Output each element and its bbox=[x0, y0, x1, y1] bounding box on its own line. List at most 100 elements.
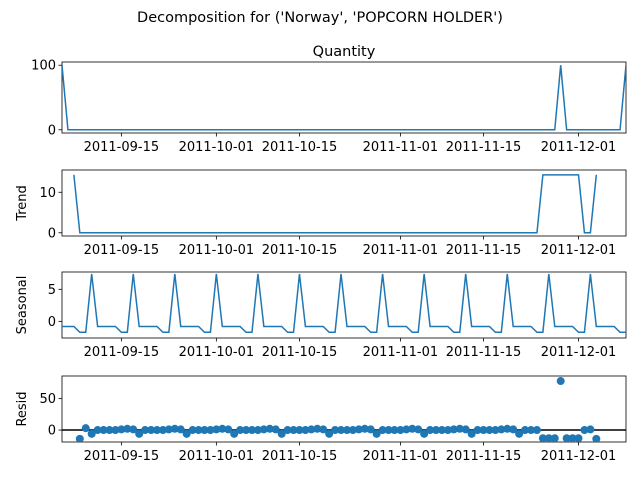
y-tick-label-observed: 0 bbox=[48, 123, 56, 138]
resid-point bbox=[396, 426, 405, 435]
resid-point bbox=[265, 424, 274, 433]
resid-point bbox=[87, 429, 96, 438]
resid-point bbox=[449, 425, 458, 434]
panel-observed: Quantity 0 100 2011-09-15 2011-10-01 2011-10-… bbox=[31, 44, 627, 155]
resid-point bbox=[75, 434, 84, 442]
resid-point bbox=[384, 426, 393, 435]
y-tick-label-seasonal: 5 bbox=[48, 283, 56, 298]
resid-point bbox=[509, 425, 518, 434]
resid-point bbox=[342, 426, 351, 435]
y-tick-label-observed: 100 bbox=[31, 59, 56, 74]
resid-point bbox=[212, 425, 221, 434]
x-tick-label-seasonal: 2011-11-01 bbox=[363, 345, 439, 360]
resid-point bbox=[247, 426, 256, 435]
resid-point bbox=[200, 426, 209, 435]
resid-point bbox=[242, 426, 251, 435]
resid-point bbox=[259, 425, 268, 434]
y-tick-label-seasonal: 0 bbox=[48, 315, 56, 330]
resid-point bbox=[479, 426, 488, 435]
resid-point bbox=[550, 434, 559, 442]
resid-point bbox=[437, 426, 446, 435]
figure-suptitle: Decomposition for ('Norway', 'POPCORN HO… bbox=[137, 10, 503, 26]
resid-point bbox=[544, 434, 553, 442]
plot-area-seasonal bbox=[62, 273, 626, 333]
resid-point bbox=[497, 425, 506, 434]
resid-point bbox=[319, 425, 328, 434]
resid-point bbox=[188, 426, 197, 435]
resid-point bbox=[360, 424, 369, 433]
resid-point bbox=[348, 426, 357, 435]
x-tick-label-trend: 2011-10-01 bbox=[179, 243, 255, 258]
resid-point bbox=[170, 424, 179, 433]
resid-point bbox=[562, 434, 571, 442]
resid-point bbox=[372, 429, 381, 438]
resid-point bbox=[432, 426, 441, 435]
resid-point bbox=[408, 424, 417, 433]
resid-point bbox=[420, 429, 429, 438]
series-line-trend bbox=[73, 174, 598, 234]
resid-point bbox=[283, 426, 292, 435]
resid-point bbox=[461, 425, 470, 434]
resid-point bbox=[485, 426, 494, 435]
resid-point bbox=[574, 434, 583, 442]
axes-frame-seasonal bbox=[61, 271, 627, 339]
x-tick-label-observed: 2011-09-15 bbox=[84, 140, 160, 155]
resid-point bbox=[230, 429, 239, 438]
resid-point bbox=[164, 425, 173, 434]
x-tick-label-trend: 2011-11-01 bbox=[363, 243, 439, 258]
resid-point bbox=[331, 426, 340, 435]
x-tick-label-resid: 2011-11-15 bbox=[446, 449, 522, 464]
resid-point bbox=[99, 426, 108, 435]
resid-point bbox=[129, 425, 138, 434]
resid-point bbox=[123, 424, 132, 433]
resid-point bbox=[253, 426, 262, 435]
resid-point bbox=[586, 425, 595, 434]
resid-point bbox=[521, 426, 530, 435]
resid-point bbox=[390, 426, 399, 435]
y-tick-label-trend: 0 bbox=[48, 226, 56, 241]
x-tick-label-seasonal: 2011-10-01 bbox=[179, 345, 255, 360]
x-tick-label-observed: 2011-12-01 bbox=[541, 140, 617, 155]
axes-frame-resid bbox=[61, 375, 627, 443]
resid-point bbox=[426, 426, 435, 435]
ylabel-resid: Resid bbox=[15, 391, 30, 426]
resid-point bbox=[105, 426, 114, 435]
x-tick-label-seasonal: 2011-11-15 bbox=[446, 345, 522, 360]
resid-point bbox=[491, 426, 500, 435]
resid-point bbox=[117, 425, 126, 434]
resid-point bbox=[147, 426, 156, 435]
x-tick-label-resid: 2011-10-15 bbox=[262, 449, 338, 464]
x-tick-label-resid: 2011-09-15 bbox=[84, 449, 160, 464]
x-tick-label-trend: 2011-11-15 bbox=[446, 243, 522, 258]
resid-point bbox=[538, 434, 547, 442]
resid-point bbox=[271, 425, 280, 434]
resid-point bbox=[354, 425, 363, 434]
resid-point bbox=[194, 426, 203, 435]
resid-point bbox=[455, 424, 464, 433]
resid-point bbox=[307, 425, 316, 434]
y-tick-label-resid: 50 bbox=[39, 392, 56, 407]
x-tick-label-trend: 2011-10-15 bbox=[262, 243, 338, 258]
x-tick-label-resid: 2011-12-01 bbox=[541, 449, 617, 464]
resid-point bbox=[135, 429, 144, 438]
panel-title-observed: Quantity bbox=[313, 44, 376, 60]
resid-point bbox=[158, 426, 167, 435]
resid-point bbox=[532, 426, 541, 435]
resid-point bbox=[152, 426, 161, 435]
resid-point bbox=[182, 429, 191, 438]
resid-point bbox=[337, 426, 346, 435]
resid-point bbox=[93, 426, 102, 435]
resid-point bbox=[206, 426, 215, 435]
x-tick-label-resid: 2011-11-01 bbox=[363, 449, 439, 464]
resid-point bbox=[556, 377, 565, 386]
y-tick-label-trend: 10 bbox=[39, 186, 56, 201]
plot-area-resid bbox=[62, 377, 626, 442]
resid-point bbox=[218, 424, 227, 433]
resid-point bbox=[176, 425, 185, 434]
resid-point bbox=[592, 434, 601, 442]
x-tick-label-seasonal: 2011-10-15 bbox=[262, 345, 338, 360]
resid-point bbox=[236, 426, 245, 435]
x-tick-label-trend: 2011-09-15 bbox=[84, 243, 160, 258]
